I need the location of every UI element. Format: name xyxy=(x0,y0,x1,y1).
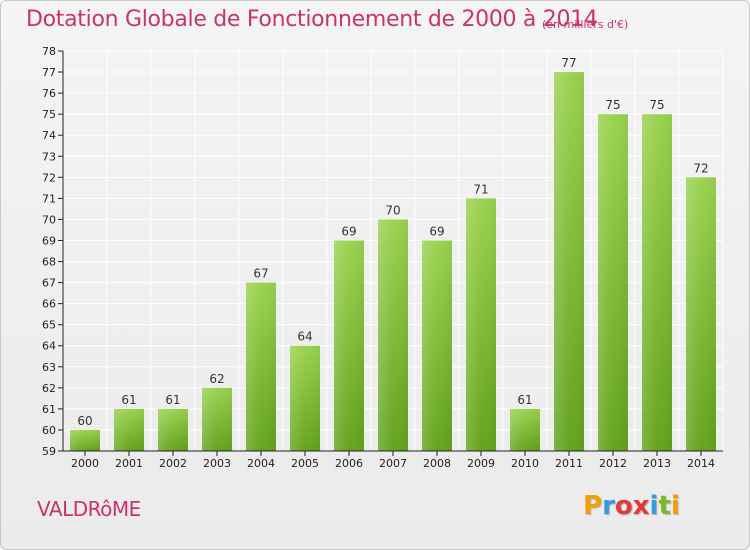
data-labels: 60 61 61 62 67 64 69 70 69 71 61 77 75 75 72 xyxy=(77,56,708,428)
x-tick-label: 2009 xyxy=(467,457,495,470)
y-tick-label: 77 xyxy=(42,66,56,79)
data-label: 72 xyxy=(693,161,708,175)
data-label: 60 xyxy=(77,414,92,428)
y-tick-label: 72 xyxy=(42,171,56,184)
x-tick-label: 2006 xyxy=(335,457,363,470)
bar-shine-2003 xyxy=(202,387,232,451)
data-label: 77 xyxy=(561,56,576,70)
bar-shine-2005 xyxy=(290,345,320,451)
bar-shine-2013 xyxy=(642,114,672,451)
y-tick-label: 59 xyxy=(42,445,56,458)
x-tick-label: 2008 xyxy=(423,457,451,470)
logo-letter: x xyxy=(632,491,650,521)
data-label: 61 xyxy=(517,393,532,407)
y-tick-label: 74 xyxy=(42,129,56,142)
y-tick-label: 64 xyxy=(42,340,56,353)
x-tick-label: 2010 xyxy=(511,457,539,470)
y-tick-label: 76 xyxy=(42,87,56,100)
y-tick-label: 69 xyxy=(42,234,56,247)
logo-letter: r xyxy=(602,491,615,521)
x-tick-label: 2002 xyxy=(159,457,187,470)
commune-name: VALDRôME xyxy=(37,497,141,521)
x-tick-label: 2003 xyxy=(203,457,231,470)
y-tick-label: 78 xyxy=(42,45,56,58)
logo-letter: i xyxy=(670,491,680,521)
y-tick-label: 63 xyxy=(42,361,56,374)
x-tick-label: 2011 xyxy=(555,457,583,470)
y-tick-label: 61 xyxy=(42,403,56,416)
y-tick-label: 65 xyxy=(42,319,56,332)
y-tick-label: 73 xyxy=(42,150,56,163)
bar-shine-2006 xyxy=(334,240,364,451)
y-tick-label: 66 xyxy=(42,298,56,311)
y-tick-label: 60 xyxy=(42,424,56,437)
x-tick-label: 2013 xyxy=(643,457,671,470)
bar-shine-2009 xyxy=(466,198,496,451)
bar-shine-2000 xyxy=(70,429,100,451)
x-tick-label: 2001 xyxy=(115,457,143,470)
data-label: 70 xyxy=(385,203,400,217)
bar-shine-2007 xyxy=(378,219,408,451)
y-tick-label: 71 xyxy=(42,192,56,205)
y-tick-labels: 59 60 61 62 63 64 65 66 67 68 69 70 71 72 73 74 75 76 77 78 xyxy=(42,45,56,458)
x-tick-label: 2005 xyxy=(291,457,319,470)
data-label: 62 xyxy=(209,372,224,386)
y-tick-label: 62 xyxy=(42,382,56,395)
proxiti-logo: Proxiti xyxy=(583,491,680,521)
y-tick-label: 67 xyxy=(42,277,56,290)
data-label: 67 xyxy=(253,267,268,281)
bar-shine-2010 xyxy=(510,408,540,451)
x-tick-label: 2007 xyxy=(379,457,407,470)
bar-shine-2001 xyxy=(114,408,144,451)
bar-shine-2014 xyxy=(686,177,716,451)
data-label: 75 xyxy=(605,98,620,112)
data-label: 64 xyxy=(297,330,312,344)
bar-shine-2011 xyxy=(554,72,584,451)
bar-shine-2004 xyxy=(246,282,276,451)
chart-title: Dotation Globale de Fonctionnement de 20… xyxy=(26,7,598,32)
data-label: 61 xyxy=(121,393,136,407)
data-label: 69 xyxy=(429,224,444,238)
y-tick-label: 68 xyxy=(42,256,56,269)
y-tick-label: 70 xyxy=(42,213,56,226)
x-tick-label: 2004 xyxy=(247,457,275,470)
data-label: 69 xyxy=(341,224,356,238)
logo-letter: t xyxy=(658,491,671,521)
x-tick-label: 2014 xyxy=(687,457,715,470)
bar-shine-2012 xyxy=(598,114,628,451)
y-tick-label: 75 xyxy=(42,108,56,121)
bars xyxy=(70,72,716,451)
bar-shine-2002 xyxy=(158,408,188,451)
logo-letter: o xyxy=(614,491,633,521)
logo-letter: P xyxy=(583,491,603,521)
bar-shine-2008 xyxy=(422,240,452,451)
x-tick-labels: 2000 2001 2002 2003 2004 2005 2006 2007 2008 2009… xyxy=(71,457,715,470)
x-tick-label: 2012 xyxy=(599,457,627,470)
data-label: 61 xyxy=(165,393,180,407)
data-label: 75 xyxy=(649,98,664,112)
logo-letter: i xyxy=(649,491,659,521)
chart-subtitle: (en milliers d'€) xyxy=(542,18,629,31)
axes xyxy=(58,50,723,456)
data-label: 71 xyxy=(473,182,488,196)
x-tick-label: 2000 xyxy=(71,457,99,470)
